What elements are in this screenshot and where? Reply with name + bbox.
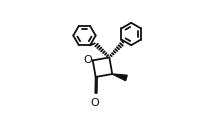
Text: O: O xyxy=(90,98,99,108)
Polygon shape xyxy=(112,74,126,81)
Text: O: O xyxy=(83,55,92,65)
